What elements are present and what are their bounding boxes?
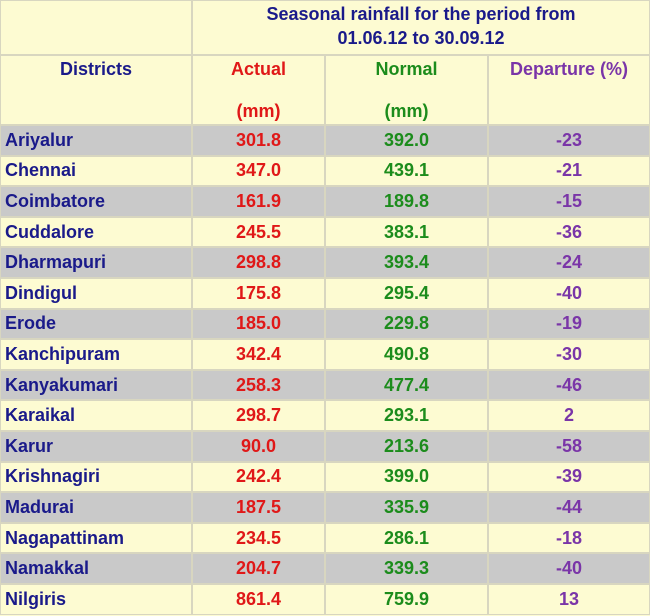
- table-cell: -40: [488, 553, 650, 584]
- table-cell: 213.6: [325, 431, 488, 462]
- table-cell: 295.4: [325, 278, 488, 309]
- header-text: (mm): [236, 101, 281, 121]
- table-cell: 293.1: [325, 400, 488, 431]
- title-line: Seasonal rainfall for the period from: [266, 4, 576, 24]
- district-name: Ariyalur: [0, 125, 192, 156]
- district-name: Karaikal: [0, 400, 192, 431]
- table-cell: -30: [488, 339, 650, 370]
- table-cell: 335.9: [325, 492, 488, 523]
- table-cell: -15: [488, 186, 650, 217]
- table-cell: -18: [488, 522, 650, 554]
- header-cell: Normal (mm): [325, 55, 488, 125]
- table-cell: -40: [488, 278, 650, 309]
- table-cell: 242.4: [192, 461, 325, 493]
- table-cell: -23: [488, 125, 650, 156]
- table-cell: -39: [488, 461, 650, 493]
- table-cell: -46: [488, 369, 650, 401]
- table-cell: -24: [488, 247, 650, 278]
- table-cell: 245.5: [192, 216, 325, 248]
- table-cell: 298.7: [192, 400, 325, 431]
- title-line: 01.06.12 to 30.09.12: [337, 28, 505, 48]
- district-name: Krishnagiri: [0, 461, 192, 493]
- district-name: Karur: [0, 431, 192, 462]
- table-cell: 13: [488, 584, 650, 615]
- district-name: Madurai: [0, 492, 192, 523]
- district-name: Kanyakumari: [0, 369, 192, 401]
- district-name: Namakkal: [0, 553, 192, 584]
- header-text: Normal: [375, 59, 438, 79]
- table-cell: 204.7: [192, 553, 325, 584]
- header-cell: Actual (mm): [192, 55, 325, 125]
- table-cell: -19: [488, 308, 650, 340]
- table-cell: 234.5: [192, 522, 325, 554]
- table-cell: 393.4: [325, 247, 488, 278]
- district-name: Kanchipuram: [0, 339, 192, 370]
- table-cell: -44: [488, 492, 650, 523]
- header-text: Departure (%): [509, 59, 629, 79]
- district-name: Erode: [0, 308, 192, 340]
- table-cell: 90.0: [192, 431, 325, 462]
- table-cell: 229.8: [325, 308, 488, 340]
- table-cell: 187.5: [192, 492, 325, 523]
- district-name: Cuddalore: [0, 216, 192, 248]
- district-name: Chennai: [0, 155, 192, 187]
- table-cell: 477.4: [325, 369, 488, 401]
- table-cell: 759.9: [325, 584, 488, 615]
- table-cell: 286.1: [325, 522, 488, 554]
- header-text: (mm): [384, 101, 429, 121]
- table-cell: 339.3: [325, 553, 488, 584]
- table-cell: -36: [488, 216, 650, 248]
- table-cell: 161.9: [192, 186, 325, 217]
- district-name: Nagapattinam: [0, 522, 192, 554]
- table-cell: 175.8: [192, 278, 325, 309]
- title-cell: Seasonal rainfall for the period from 01.…: [192, 0, 650, 55]
- blank-corner: [0, 0, 192, 55]
- district-name: Nilgiris: [0, 584, 192, 615]
- table-cell: -21: [488, 155, 650, 187]
- district-name: Coimbatore: [0, 186, 192, 217]
- table-cell: 399.0: [325, 461, 488, 493]
- table-cell: 490.8: [325, 339, 488, 370]
- table-cell: 2: [488, 400, 650, 431]
- table-cell: 439.1: [325, 155, 488, 187]
- table-cell: -58: [488, 431, 650, 462]
- district-name: Dindigul: [0, 278, 192, 309]
- table-cell: 298.8: [192, 247, 325, 278]
- table-cell: 185.0: [192, 308, 325, 340]
- header-cell: Departure (%): [488, 55, 650, 125]
- table-cell: 347.0: [192, 155, 325, 187]
- table-cell: 342.4: [192, 339, 325, 370]
- table-cell: 383.1: [325, 216, 488, 248]
- header-text: Districts: [59, 59, 133, 79]
- table-cell: 861.4: [192, 584, 325, 615]
- header-cell: Districts: [0, 55, 192, 125]
- table-cell: 392.0: [325, 125, 488, 156]
- header-text: Actual: [230, 59, 286, 79]
- district-name: Dharmapuri: [0, 247, 192, 278]
- table-cell: 258.3: [192, 369, 325, 401]
- table-cell: 189.8: [325, 186, 488, 217]
- table-cell: 301.8: [192, 125, 325, 156]
